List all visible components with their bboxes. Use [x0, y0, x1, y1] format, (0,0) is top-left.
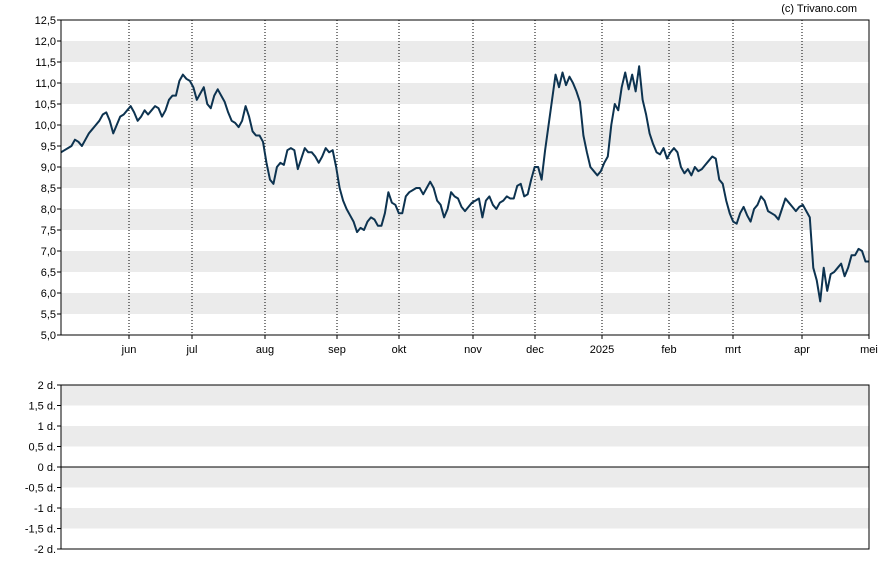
y-tick-label: -2 d. — [34, 544, 56, 556]
price-band — [61, 125, 869, 146]
y-tick-label: 0 d. — [38, 462, 56, 474]
y-tick-label: 10,0 — [35, 120, 56, 132]
y-tick-label: 5,0 — [41, 330, 56, 342]
price-chart-frame — [60, 19, 870, 336]
y-tick-label: 9,0 — [41, 162, 56, 174]
price-series-line — [60, 65, 869, 303]
secondary-band — [61, 385, 869, 406]
y-tick-label: 1,5 d. — [28, 401, 56, 413]
x-tick-label: jun — [121, 344, 137, 356]
y-tick-label: 12,0 — [35, 36, 56, 48]
y-tick-label: 5,5 — [41, 309, 56, 321]
y-tick-label: 0,5 d. — [28, 442, 56, 454]
y-tick-label: 6,5 — [41, 267, 56, 279]
price-band — [61, 83, 869, 104]
y-tick-label: -0,5 d. — [25, 483, 56, 495]
price-chart-y-ticks: 5,0 5,5 6,0 6,5 7,0 7,5 8,0 8,5 9,0 9,5 10,0 10,5 11… — [35, 15, 61, 342]
secondary-chart-bands — [61, 385, 869, 529]
secondary-chart-frame — [60, 384, 870, 550]
y-tick-label: -1,5 d. — [25, 524, 56, 536]
price-chart-panel: 5,0 5,5 6,0 6,5 7,0 7,5 8,0 8,5 9,0 9,5 10,0 10,5 11… — [35, 15, 878, 356]
secondary-band — [61, 508, 869, 529]
price-chart-bands — [61, 41, 869, 314]
price-band — [61, 209, 869, 230]
y-tick-label: 6,0 — [41, 288, 56, 300]
y-tick-label: 7,5 — [41, 225, 56, 237]
x-tick-label: 2025 — [590, 344, 614, 356]
x-tick-label: dec — [526, 344, 544, 356]
y-tick-label: 11,5 — [35, 57, 56, 69]
y-tick-label: 8,0 — [41, 204, 56, 216]
price-band — [61, 251, 869, 272]
secondary-band — [61, 426, 869, 447]
y-tick-label: 11,0 — [35, 78, 56, 90]
x-tick-label: okt — [392, 344, 407, 356]
x-tick-label: feb — [661, 344, 676, 356]
y-tick-label: 12,5 — [35, 15, 56, 27]
copyright-label: (c) Trivano.com — [781, 3, 857, 15]
y-tick-label: -1 d. — [34, 503, 56, 515]
y-tick-label: 9,5 — [41, 141, 56, 153]
secondary-chart-panel: -2 d. -1,5 d. -1 d. -0,5 d. 0 d. 0,5 d. 1 d. 1,… — [25, 380, 870, 556]
x-tick-label: mei — [860, 344, 878, 356]
x-tick-label: jul — [185, 344, 197, 356]
x-tick-label: apr — [794, 344, 810, 356]
price-band — [61, 41, 869, 62]
x-tick-label: aug — [256, 344, 274, 356]
y-tick-label: 10,5 — [35, 99, 56, 111]
y-tick-label: 8,5 — [41, 183, 56, 195]
price-band — [61, 167, 869, 188]
secondary-band — [61, 467, 869, 488]
y-tick-label: 1 d. — [38, 421, 56, 433]
y-tick-label: 2 d. — [38, 380, 56, 392]
x-tick-label: mrt — [725, 344, 741, 356]
x-tick-label: nov — [464, 344, 482, 356]
price-band — [61, 293, 869, 314]
x-tick-label: sep — [328, 344, 346, 356]
secondary-chart-y-ticks: -2 d. -1,5 d. -1 d. -0,5 d. 0 d. 0,5 d. 1 d. 1,… — [25, 380, 61, 556]
y-tick-label: 7,0 — [41, 246, 56, 258]
price-chart-x-ticks: jun jul aug sep okt nov dec 2025 feb mrt apr mei — [121, 335, 878, 356]
